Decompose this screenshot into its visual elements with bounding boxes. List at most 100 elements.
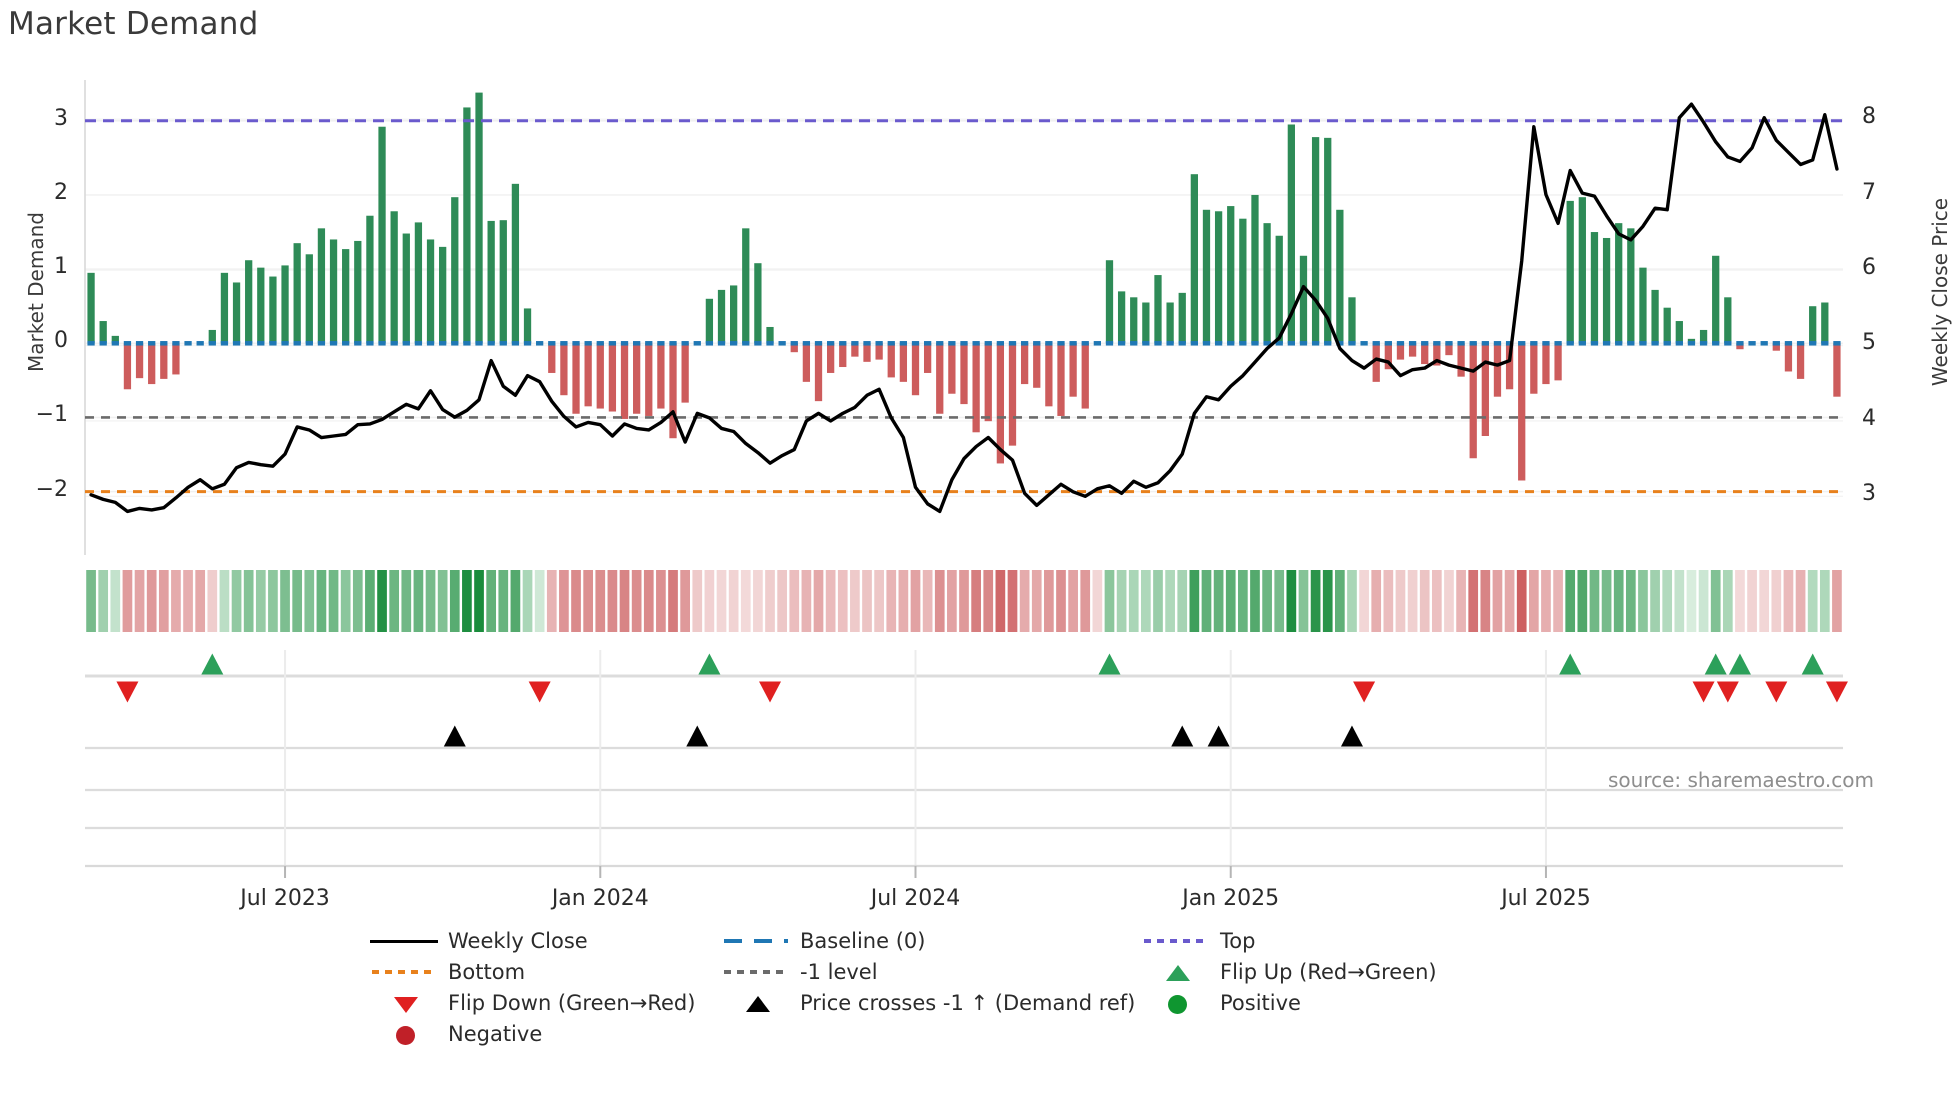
demand-bar (1311, 137, 1320, 344)
demand-bar (984, 343, 992, 422)
heatmap-cell (559, 570, 569, 632)
heatmap-cell (898, 570, 909, 632)
demand-bar (887, 343, 895, 378)
demand-bar (839, 343, 847, 368)
heatmap-cell (631, 570, 642, 632)
legend-item-dotted-gray-line[interactable]: -1 level (722, 956, 1142, 987)
demand-bar (1033, 343, 1041, 388)
demand-bar (1542, 343, 1550, 385)
demand-bar (1796, 343, 1805, 379)
demand-bar (1057, 343, 1065, 416)
demand-bar (730, 285, 738, 344)
demand-bar (257, 267, 265, 344)
demand-bar (1457, 343, 1465, 377)
heatmap-cell (171, 570, 181, 632)
flip-down-marker (759, 681, 782, 703)
heatmap-cell (850, 570, 860, 632)
demand-bar (245, 260, 253, 344)
demand-bar (1736, 343, 1744, 350)
heatmap-cell (1492, 570, 1503, 632)
demand-bar (487, 220, 495, 344)
heatmap-cell (619, 570, 630, 632)
demand-bar (1712, 255, 1720, 344)
heatmap-cell (1577, 570, 1588, 632)
heatmap-cell (134, 570, 145, 632)
heatmap-cell (498, 570, 509, 632)
demand-bar (620, 343, 629, 419)
heatmap-cell (401, 570, 412, 632)
legend-item-green-circle[interactable]: Positive (1142, 987, 1562, 1018)
x-axis-tick: Jan 2025 (1182, 886, 1280, 911)
legend-label: Positive (1220, 990, 1301, 1015)
legend-label: Weekly Close (448, 928, 588, 953)
demand-bar (1615, 223, 1623, 344)
heatmap-cell (1444, 570, 1454, 632)
heatmap-cell (1044, 570, 1054, 632)
legend-item-black-triangle-up[interactable]: Price crosses -1 ↑ (Demand ref) (722, 987, 1142, 1018)
heatmap-cell (825, 570, 836, 632)
heatmap-cell (1710, 570, 1721, 632)
heatmap-cell (510, 570, 521, 632)
demand-bar (1481, 343, 1489, 436)
heatmap-cell (886, 570, 897, 632)
demand-bar (1239, 218, 1247, 344)
legend-row: Flip Down (Green→Red) Price crosses -1 ↑ … (370, 987, 1630, 1018)
heatmap-cell (1565, 570, 1576, 632)
heatmap-cell (789, 570, 800, 632)
demand-bar (1372, 343, 1380, 382)
heatmap-cell (1128, 570, 1139, 632)
demand-bar (936, 343, 944, 414)
heatmap-cell (1177, 570, 1188, 632)
heatmap-cell (753, 570, 763, 632)
demand-bar (1299, 255, 1308, 344)
heatmap-cell (1698, 570, 1709, 632)
heatmap-cell (1347, 570, 1357, 632)
heatmap-cell (1553, 570, 1563, 632)
legend-item-dashed-blue-line[interactable]: Baseline (0) (722, 925, 1142, 956)
demand-bar (923, 343, 932, 373)
legend-item-dotted-purple-line[interactable]: Top (1142, 925, 1562, 956)
heatmap-cell (947, 570, 957, 632)
legend-label: Top (1220, 928, 1256, 953)
y-axis-left-tick: 0 (54, 328, 68, 354)
legend-item-dotted-orange-line[interactable]: Bottom (370, 956, 722, 987)
legend-item-red-triangle-down[interactable]: Flip Down (Green→Red) (370, 987, 722, 1018)
demand-bar (1809, 306, 1817, 344)
demand-bar (669, 343, 677, 439)
demand-bar (1675, 321, 1683, 344)
heatmap-cell (1674, 570, 1685, 632)
demand-bar (281, 265, 289, 344)
heatmap-cell (874, 570, 884, 632)
legend-item-green-triangle-up[interactable]: Flip Up (Red→Green) (1142, 956, 1562, 987)
demand-bar (172, 343, 180, 375)
demand-bar (1772, 343, 1780, 351)
demand-bar (742, 228, 750, 344)
demand-bar (1275, 235, 1283, 344)
demand-bar (511, 183, 520, 344)
y-axis-left-tick: −1 (35, 402, 68, 428)
heatmap-cell (704, 570, 715, 632)
demand-bar (1590, 232, 1599, 344)
heatmap-cell (1116, 570, 1127, 632)
demand-bar (123, 343, 132, 390)
legend-item-red-circle[interactable]: Negative (370, 1018, 722, 1049)
demand-bar (572, 343, 580, 414)
heatmap-cell (340, 570, 351, 632)
heatmap-cell (122, 570, 133, 632)
heatmap-cell (219, 570, 230, 632)
demand-bar (1178, 292, 1186, 344)
heatmap-cell (1541, 570, 1551, 632)
heatmap-cell (1832, 570, 1842, 632)
demand-bar (1724, 297, 1732, 344)
y-axis-right-tick: 4 (1862, 405, 1876, 431)
demand-bar (802, 343, 811, 382)
heatmap-cell (1807, 570, 1818, 632)
heatmap-cell (1322, 570, 1333, 632)
page-title: Market Demand (8, 6, 259, 42)
price-cross-up-marker (686, 725, 709, 747)
demand-bar (1821, 302, 1829, 344)
y-axis-right-tick: 3 (1862, 481, 1876, 507)
demand-bar (1227, 206, 1235, 344)
legend-item-solid-black-line[interactable]: Weekly Close (370, 925, 722, 956)
heatmap-cell (1262, 570, 1272, 632)
